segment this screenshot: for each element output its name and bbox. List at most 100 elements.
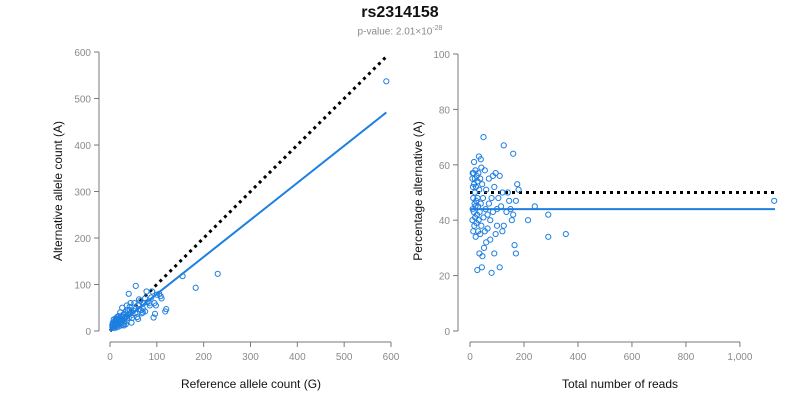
right-data-point: [495, 194, 502, 202]
right-data-point: [512, 250, 519, 257]
left-x-tick-label: 500: [336, 352, 353, 363]
right-x-axis-label: Total number of reads: [562, 377, 678, 391]
left-data-point: [126, 306, 133, 314]
right-data-point: [510, 150, 517, 157]
left-data-point: [158, 295, 165, 302]
right-data-point: [503, 208, 510, 215]
left-data-point: [153, 291, 160, 298]
right-data-point: [480, 244, 488, 251]
left-x-axis-label: Reference allele count (G): [181, 377, 321, 391]
right-data-point: [491, 183, 498, 191]
left-x-tick-label: 0: [107, 352, 113, 363]
left-y-tick-label: 200: [74, 234, 91, 245]
right-data-point: [470, 158, 478, 166]
left-x-tick-label: 100: [148, 352, 165, 363]
right-y-axis-label: Percentage alternative (A): [411, 121, 425, 260]
left-data-point: [146, 300, 153, 307]
right-data-point: [480, 134, 487, 141]
right-data-point: [545, 211, 552, 218]
right-data-point: [499, 228, 506, 235]
right-data-point: [500, 142, 507, 149]
left-y-tick-label: 0: [85, 327, 91, 338]
left-data-point: [162, 308, 169, 315]
left-data-point: [123, 302, 130, 309]
right-data-point: [496, 172, 503, 179]
right-data-point: [471, 222, 478, 229]
right-data-point: [496, 264, 503, 271]
right-data-point: [511, 242, 518, 249]
left-data-point: [112, 315, 119, 323]
right-data-point: [488, 269, 495, 276]
right-data-point: [469, 206, 476, 213]
right-y-tick-label: 40: [439, 216, 451, 227]
right-data-point: [472, 233, 479, 240]
right-data-point: [488, 194, 495, 202]
right-data-point: [469, 183, 477, 191]
right-x-tick-label: 600: [624, 352, 641, 363]
right-data-point: [479, 194, 487, 202]
right-data-point: [489, 172, 497, 179]
left-y-tick-label: 600: [74, 48, 91, 59]
right-data-point: [478, 264, 485, 271]
right-data-point: [478, 222, 485, 229]
right-data-point: [492, 230, 499, 238]
right-data-point: [471, 200, 478, 207]
right-data-point: [484, 211, 491, 218]
right-data-point: [487, 236, 494, 243]
left-y-axis-label: Alternative allele count (A): [51, 121, 65, 261]
left-data-point: [122, 313, 130, 321]
left-data-point: [125, 290, 132, 297]
left-data-point: [139, 309, 146, 316]
right-data-point: [493, 206, 501, 213]
right-y-tick-label: 80: [439, 105, 451, 116]
right-data-point: [469, 175, 476, 182]
left-data-point: [137, 297, 144, 304]
right-data-point: [506, 197, 513, 204]
left-data-point: [119, 304, 126, 311]
left-reference-line: [108, 55, 388, 333]
right-data-point: [478, 164, 485, 171]
right-data-point: [471, 189, 478, 196]
right-data-point: [507, 206, 514, 213]
right-data-point: [531, 203, 538, 210]
chart-title: rs2314158: [361, 4, 439, 21]
left-data-point: [179, 273, 186, 280]
right-data-point: [562, 230, 569, 238]
right-data-point: [483, 239, 490, 246]
left-data-point: [148, 294, 155, 301]
right-data-point: [474, 266, 481, 274]
left-data-point: [128, 314, 136, 322]
right-data-point: [515, 186, 522, 193]
left-data-point: [383, 78, 390, 85]
right-data-point: [475, 153, 483, 160]
right-data-point: [485, 200, 492, 207]
right-data-point: [489, 208, 497, 215]
right-data-point: [476, 250, 483, 257]
right-data-point: [524, 217, 532, 224]
left-fit-line: [109, 111, 387, 332]
left-data-point: [135, 296, 143, 303]
right-y-tick-label: 60: [439, 161, 451, 172]
chart-subtitle: p-value: 2.01×10-28: [0, 25, 800, 37]
right-x-tick-label: 400: [570, 352, 587, 363]
left-data-point: [131, 300, 138, 307]
left-data-point: [151, 310, 159, 317]
right-data-point: [493, 222, 501, 229]
right-data-point: [470, 181, 478, 188]
left-y-tick-label: 400: [74, 141, 91, 152]
right-data-point: [497, 203, 505, 210]
right-data-point: [771, 197, 778, 204]
right-x-tick-label: 800: [678, 352, 695, 363]
right-data-point: [545, 233, 552, 240]
p-value-text: p-value: 2.01×10: [357, 26, 433, 38]
left-x-tick-label: 600: [383, 352, 400, 363]
right-y-tick-label: 20: [439, 272, 451, 283]
right-y-tick-label: 0: [444, 327, 450, 338]
right-data-point: [499, 189, 506, 196]
right-data-point: [482, 206, 489, 213]
left-data-point: [138, 310, 145, 317]
right-x-tick-label: 200: [516, 352, 533, 363]
left-data-point: [143, 288, 150, 295]
